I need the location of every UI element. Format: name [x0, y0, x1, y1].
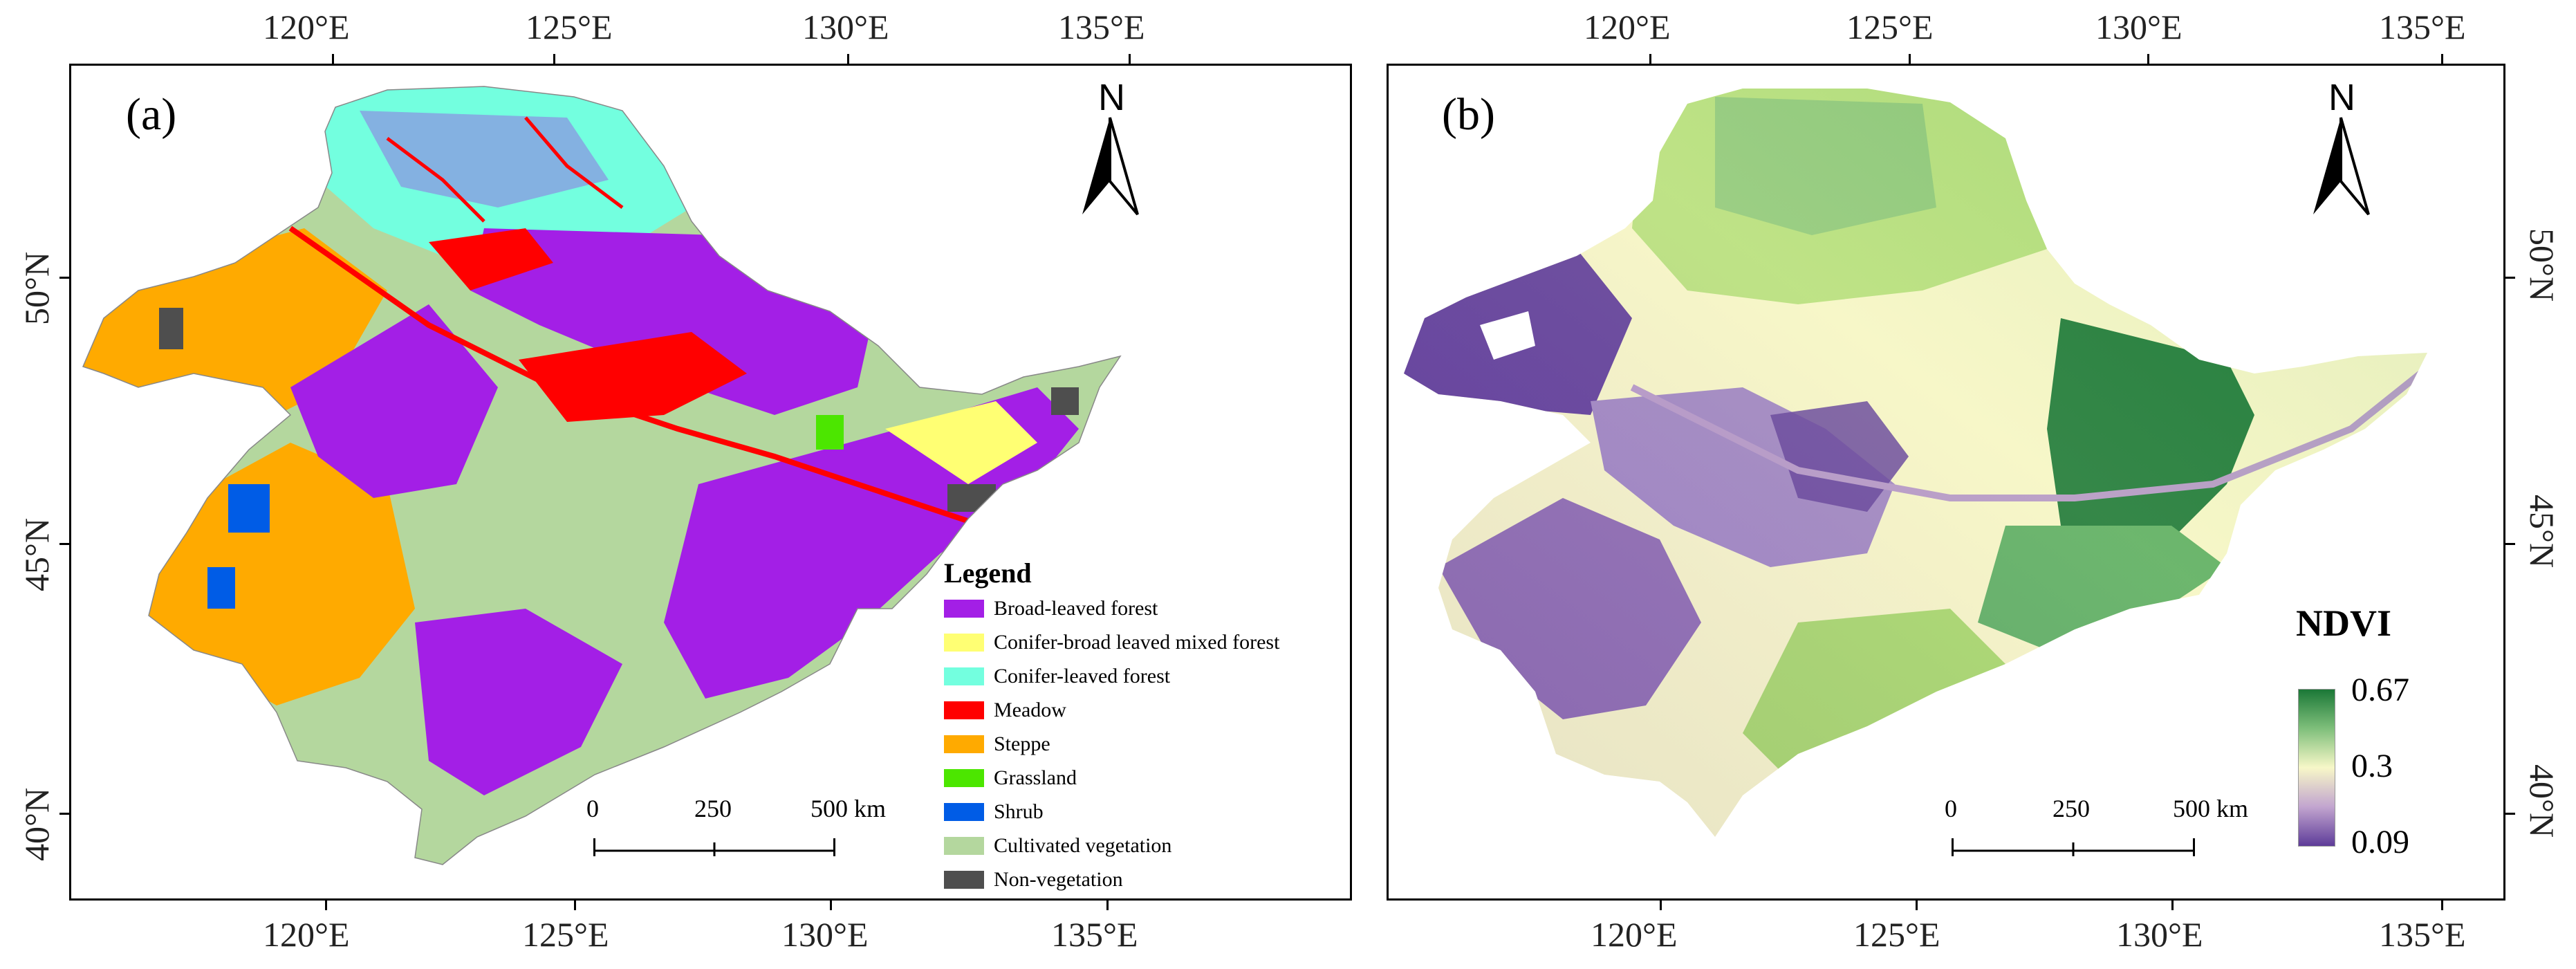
panel-a-bottom-lon-label: 130°E	[781, 915, 869, 954]
panel-b-scale-label: 250	[2053, 795, 2090, 822]
legend-item: Conifer-broad leaved mixed forest	[944, 630, 1279, 655]
panel-b-bottom-lon-label: 125°E	[1853, 915, 1940, 954]
legend-swatch	[944, 634, 984, 652]
ndvi-colorbar-title: NDVI	[2296, 602, 2392, 644]
land-cover-map	[82, 86, 1122, 865]
panel-b-scale-label: 0	[1945, 795, 1957, 822]
legend-swatch	[944, 735, 984, 753]
panel-b-bottom-lon-label: 120°E	[1591, 915, 1678, 954]
panel-a-label: (a)	[126, 89, 177, 140]
legend-item: Cultivated vegetation	[944, 833, 1171, 858]
panel-b-bottom-lon-label: 135°E	[2379, 915, 2466, 954]
panel-a-bottom-lon-label: 125°E	[522, 915, 609, 954]
legend-item: Conifer-leaved forest	[944, 664, 1170, 689]
legend-swatch	[944, 871, 984, 889]
ndvi-colorbar	[2298, 689, 2335, 847]
legend-swatch	[944, 803, 984, 821]
panel-a-scale-label: 0	[586, 795, 599, 822]
legend-item: Non-vegetation	[944, 867, 1123, 892]
legend-swatch	[944, 769, 984, 787]
panel-a-top-lon-label: 130°E	[802, 8, 889, 46]
panel-b-top-lon-label: 130°E	[2095, 8, 2183, 46]
panel-b-north-label: N	[2328, 77, 2355, 118]
panel-b-right-lat-label: 45°N	[2523, 495, 2561, 569]
panel-b-right-lat-label: 50°N	[2523, 228, 2561, 302]
legend-swatch	[944, 701, 984, 719]
panel-b-bottom-lon-label: 130°E	[2116, 915, 2203, 954]
legend-item: Broad-leaved forest	[944, 596, 1158, 621]
panel-b-scale-bar	[1952, 838, 2195, 856]
legend-title: Legend	[944, 557, 1032, 589]
panel-a-top-lon-label: 125°E	[526, 8, 613, 46]
panel-a-north-arrow-icon	[1082, 117, 1139, 216]
panel-b-label: (b)	[1442, 89, 1495, 140]
panel-a-bottom-lon-label: 120°E	[263, 915, 350, 954]
panel-b-top-lon-label: 125°E	[1846, 8, 1934, 46]
panel-a-bottom-lon-label: 135°E	[1051, 915, 1138, 954]
ndvi-map	[1404, 89, 2427, 837]
legend-item: Meadow	[944, 698, 1066, 723]
legend-item: Steppe	[944, 732, 1050, 757]
panel-b-top-lon-label: 135°E	[2379, 8, 2466, 46]
panel-b-right-lat-label: 40°N	[2523, 764, 2561, 838]
panel-b-north-arrow-icon	[2313, 117, 2370, 216]
panel-a-scale-label: 250	[694, 795, 732, 822]
panel-a-scale-label: 500 km	[810, 795, 887, 822]
legend-swatch	[944, 600, 984, 618]
panel-a-scale-bar	[593, 838, 835, 856]
panel-a-north-label: N	[1098, 77, 1125, 118]
ndvi-min-label: 0.09	[2351, 824, 2409, 860]
legend-swatch	[944, 667, 984, 685]
legend-item: Grassland	[944, 766, 1077, 791]
panel-a-top-lon-label: 120°E	[263, 8, 350, 46]
legend-item: Shrub	[944, 800, 1044, 824]
panel-b-top-lon-label: 120°E	[1584, 8, 1671, 46]
ndvi-max-label: 0.67	[2351, 672, 2409, 708]
ndvi-mid-label: 0.3	[2351, 748, 2393, 784]
panel-b-scale-label: 500 km	[2173, 795, 2249, 822]
legend-swatch	[944, 837, 984, 855]
panel-a-top-lon-label: 135°E	[1058, 8, 1145, 46]
